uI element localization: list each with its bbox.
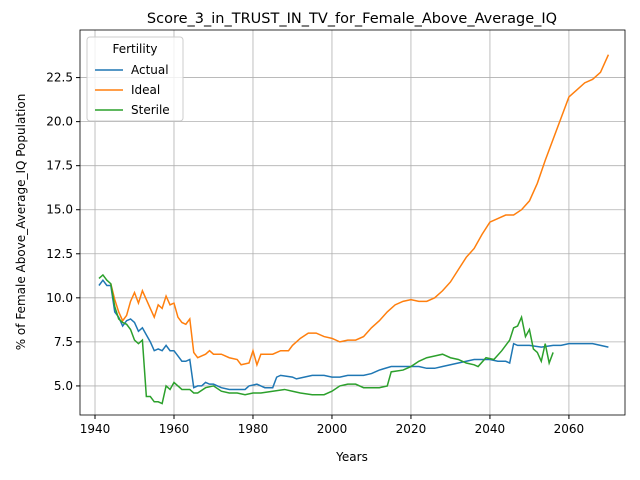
y-tick-label: 7.5 xyxy=(54,335,73,349)
y-tick-label: 17.5 xyxy=(46,159,73,173)
data-line xyxy=(110,54,610,368)
data-line xyxy=(98,273,554,405)
y-tick-label: 15.0 xyxy=(46,203,73,217)
y-tick-label: 5.0 xyxy=(54,379,73,393)
x-tick-label: 2000 xyxy=(317,422,348,436)
x-axis-label: Years xyxy=(335,450,368,464)
data-line xyxy=(98,278,609,391)
chart-title: Score_3_in_TRUST_IN_TV_for_Female_Above_… xyxy=(147,11,557,27)
x-tick-label: 2040 xyxy=(475,422,506,436)
legend-label: Actual xyxy=(131,63,169,77)
y-tick-label: 22.5 xyxy=(46,71,73,85)
x-tick-label: 2060 xyxy=(554,422,585,436)
legend-label: Sterile xyxy=(131,103,170,117)
x-tick-label: 2020 xyxy=(396,422,427,436)
legend: Fertility Actual Ideal Sterile xyxy=(86,36,184,122)
x-tick-label: 1960 xyxy=(159,422,190,436)
legend-title: Fertility xyxy=(112,42,157,56)
x-tick-label: 1940 xyxy=(80,422,111,436)
legend-label: Ideal xyxy=(131,83,160,97)
y-tick-label: 12.5 xyxy=(46,247,73,261)
x-tick-label: 1980 xyxy=(238,422,269,436)
y-tick-label: 10.0 xyxy=(46,291,73,305)
y-tick-label: 20.0 xyxy=(46,115,73,129)
y-axis-label: % of Female Above_Average_IQ Population xyxy=(14,94,28,351)
plot-frame xyxy=(79,29,626,416)
legend-box xyxy=(86,36,184,122)
